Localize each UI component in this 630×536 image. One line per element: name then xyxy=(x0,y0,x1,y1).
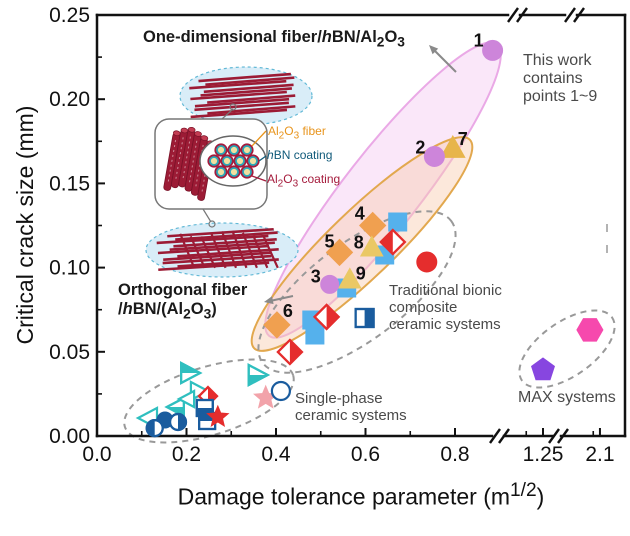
arrow-to-orthogonal xyxy=(264,295,294,305)
point-number: 2 xyxy=(415,138,425,158)
data-point xyxy=(270,380,291,402)
point-number-labels: 4 5 6 7 8 9 1 2 3 xyxy=(283,30,484,321)
svg-text:0.20: 0.20 xyxy=(49,88,90,111)
svg-text:0.6: 0.6 xyxy=(351,443,380,466)
data-points xyxy=(135,39,604,438)
label-one-dimensional: One-dimensional fiber/hBN/Al2O3 xyxy=(143,28,405,50)
label-hbn-coating: hBN coating xyxy=(267,148,333,162)
label-al2o3-fiber: Al2O3 fiber xyxy=(268,124,326,142)
point-number: 9 xyxy=(356,263,366,283)
region-ellipse-single-phase xyxy=(123,358,295,444)
point-number: 4 xyxy=(355,204,365,224)
point-number: 6 xyxy=(283,301,293,321)
data-point xyxy=(320,274,340,294)
data-point xyxy=(325,238,354,267)
data-point xyxy=(164,396,186,418)
data-point xyxy=(263,311,291,339)
svg-text:0.8: 0.8 xyxy=(440,443,469,466)
point-number: 5 xyxy=(324,231,334,251)
data-point xyxy=(176,389,196,409)
arrow-to-one-dimensional xyxy=(429,45,457,73)
x-axis-title: Damage tolerance parameter (m1/2) xyxy=(177,480,545,510)
y-axis-title: Critical crack size (mm) xyxy=(12,105,39,345)
svg-text:0.2: 0.2 xyxy=(172,443,201,466)
svg-text:1.25: 1.25 xyxy=(523,443,564,466)
data-point xyxy=(354,307,375,329)
data-point xyxy=(276,338,304,366)
data-point xyxy=(379,228,407,256)
axis-break-marks xyxy=(489,7,585,444)
data-point xyxy=(576,318,604,342)
axis-ticks: 0.0 0.2 0.4 0.6 0.8 1.25 2.1 0.00 0.05 0.10 0.15 0.… xyxy=(49,4,614,466)
point-number: 7 xyxy=(458,129,468,149)
data-point xyxy=(168,412,188,432)
label-max-systems: MAX systems xyxy=(518,389,616,406)
svg-text:0.4: 0.4 xyxy=(261,443,291,466)
data-point xyxy=(359,235,384,257)
svg-text:0.0: 0.0 xyxy=(82,443,111,466)
data-point xyxy=(531,357,555,381)
svg-text:0.10: 0.10 xyxy=(49,257,90,280)
data-point xyxy=(482,39,504,61)
label-this-work: This work contains points 1~9 xyxy=(523,52,598,105)
region-ellipse-max-systems xyxy=(518,309,616,389)
svg-text:2.1: 2.1 xyxy=(585,443,614,466)
label-single-phase: Single-phase ceramic systems xyxy=(295,390,407,424)
svg-text:0.00: 0.00 xyxy=(49,425,90,448)
point-number: 8 xyxy=(354,232,364,252)
data-point xyxy=(305,325,325,345)
data-point xyxy=(313,303,341,331)
point-number: 1 xyxy=(474,30,484,50)
data-point xyxy=(439,134,466,158)
data-point xyxy=(206,404,230,427)
svg-text:0.25: 0.25 xyxy=(49,4,90,27)
data-point xyxy=(247,363,271,387)
region-ellipse-orthogonal xyxy=(250,136,474,352)
data-point xyxy=(416,251,438,273)
label-orthogonal: Orthogonal fiber/hBN/(Al2O3) xyxy=(118,281,248,322)
data-point xyxy=(423,146,445,167)
data-point xyxy=(180,361,203,385)
svg-text:0.05: 0.05 xyxy=(49,341,90,364)
data-point xyxy=(145,419,164,438)
data-point xyxy=(337,267,362,289)
fiber-illustration xyxy=(145,66,313,278)
label-al2o3-coating: Al2O3 coating xyxy=(267,172,341,190)
point-number: 3 xyxy=(311,266,321,286)
data-point xyxy=(388,212,408,232)
label-traditional: Traditional bionic composite ceramic sys… xyxy=(389,282,502,333)
svg-text:0.15: 0.15 xyxy=(49,172,90,195)
